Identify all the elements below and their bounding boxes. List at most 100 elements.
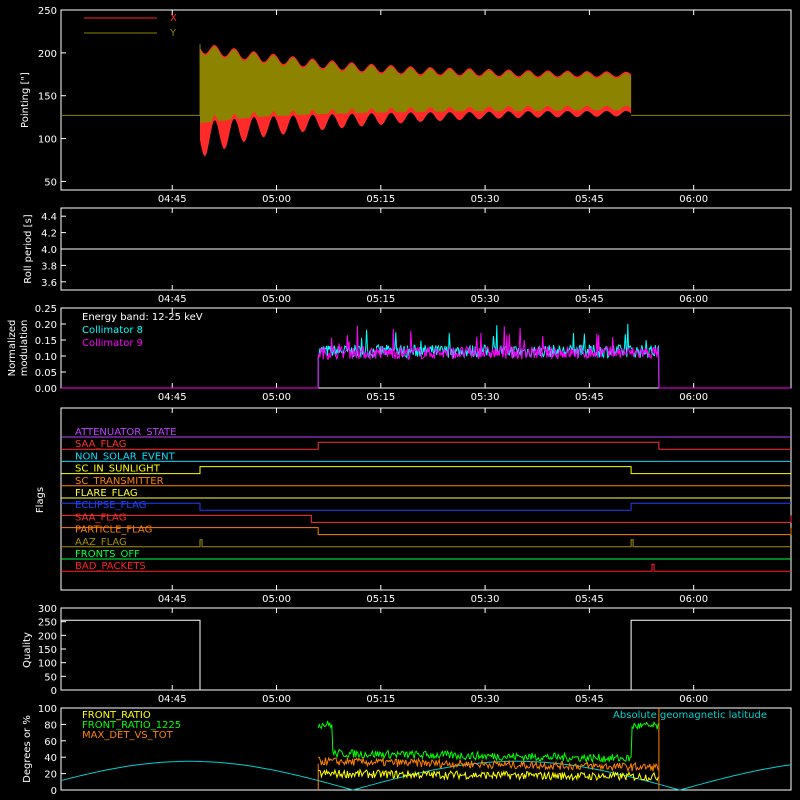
y-tick-label: 3.6 [41,278,57,289]
y-tick-label: 4.0 [41,245,57,256]
quality-y-ticks: 0 50 100 150 200 250 300 [38,604,66,697]
x-tick-label: 05:00 [262,294,291,305]
y-tick-label: 200 [38,49,57,60]
y-tick-label: 80 [44,720,57,731]
y-tick-label: 4.2 [41,229,57,240]
y-tick-label: 0.15 [35,336,57,347]
flags-panel: Flags 04:45 05:00 05:15 05:30 05:45 06:00 ATT… [35,407,792,605]
ratios-plot-frame [60,707,792,791]
y-tick-label: 250 [38,6,57,17]
y-tick-label: 100 [38,135,57,146]
flags-x-ticks: 04:45 05:00 05:15 05:30 05:45 06:00 [158,408,708,605]
x-tick-label: 04:45 [158,594,187,605]
geomagnetic-latitude-line [60,760,792,791]
flag-label: FRONTS_OFF [75,549,140,560]
y-tick-label: 0 [51,786,57,797]
pointing-x-ticks: 04:45 05:00 05:15 05:30 05:45 06:00 [158,10,708,205]
y-tick-label: 50 [44,672,57,683]
y-tick-label: 4.4 [41,212,57,223]
y-tick-label: 0.00 [35,384,57,395]
flag-label: ATTENUATOR_STATE [75,427,176,438]
roll-y-ticks: 3.6 3.8 4.0 4.2 4.4 [41,212,66,289]
quality-ylabel: Quality [22,632,33,668]
modulation-series-9 [61,325,791,389]
pointing-data [61,44,791,157]
flag-label: AAZ_FLAG [75,537,127,548]
quality-panel: Quality 0 50 100 150 200 250 300 04:45 05:00 05:… [22,604,792,705]
x-tick-label: 06:00 [679,194,708,205]
flags-ylabel: Flags [35,487,46,513]
flag-line [61,539,791,548]
ratio-series-line [317,756,659,773]
x-tick-label: 06:00 [679,294,708,305]
pointing-legend: X Y [84,13,177,39]
x-tick-label: 05:45 [575,594,604,605]
quality-line [61,619,791,691]
ratios-ylabel: Degrees or % [22,715,33,783]
x-tick-label: 05:00 [262,694,291,705]
legend-y-label: Y [169,28,177,39]
flag-label: SAA_FLAG [75,439,126,450]
y-tick-label: 150 [38,645,57,656]
flag-line [61,563,791,572]
pointing-y-envelope [200,46,632,124]
flag-line [61,527,792,536]
modulation-ylabel-line2: modulation [19,320,30,377]
x-tick-label: 04:45 [158,694,187,705]
modulation-ylabel-line1: Normalized [7,320,18,377]
y-tick-label: 300 [38,604,57,615]
y-tick-label: 3.8 [41,261,57,272]
flag-label: BAD_PACKETS [75,561,146,572]
roll-ylabel: Roll period [s] [23,214,34,283]
y-tick-label: 0.25 [35,304,57,315]
y-tick-label: 50 [44,177,57,188]
ratios-panel: Degrees or % 0 20 40 60 80 100 FRONT_RATIO FR… [22,704,792,797]
ratios-data [60,708,792,791]
x-tick-label: 05:45 [575,194,604,205]
y-tick-label: 100 [38,704,57,715]
y-tick-label: 20 [44,770,57,781]
x-tick-label: 05:30 [471,594,500,605]
x-tick-label: 05:30 [471,392,500,403]
flag-label: SC_TRANSMITTER [75,476,164,487]
x-tick-label: 05:15 [366,194,395,205]
x-tick-label: 05:30 [471,294,500,305]
legend-collimator9: Collimator 9 [82,338,143,349]
pointing-panel: Pointing ["] 50 100 150 200 250 04:45 05:00 05… [20,6,792,205]
y-tick-label: 100 [38,659,57,670]
y-tick-label: 150 [38,92,57,103]
y-tick-label: 40 [44,753,57,764]
flag-label: SC_IN_SUNLIGHT [75,464,161,475]
flag-label: PARTICLE_FLAG [75,525,152,536]
modulation-data [61,323,791,389]
y-tick-label: 0.20 [35,320,57,331]
flag-line [61,514,792,523]
legend-front-ratio-1225: FRONT_RATIO_1225 [82,720,181,731]
y-tick-label: 250 [38,618,57,629]
y-tick-label: 0.05 [35,368,57,379]
roll-panel: Roll period [s] 3.6 3.8 4.0 4.2 4.4 04:45 05:… [23,207,792,305]
ratio-series-line [317,720,659,764]
flags-plot-frame [60,407,792,591]
x-tick-label: 05:15 [366,594,395,605]
ratios-y-ticks: 0 20 40 60 80 100 [38,704,66,797]
x-tick-label: 05:30 [471,194,500,205]
x-tick-label: 06:00 [679,694,708,705]
x-tick-label: 04:45 [158,294,187,305]
flag-line [61,502,791,511]
quality-x-ticks: 04:45 05:00 05:15 05:30 05:45 06:00 [158,608,708,705]
x-tick-label: 05:15 [366,694,395,705]
x-tick-label: 04:45 [158,392,187,403]
x-tick-label: 05:00 [262,194,291,205]
legend-max-det-vs-tot: MAX_DET_VS_TOT [82,730,174,741]
flag-label: ECLIPSE_FLAG [75,500,146,511]
legend-front-ratio: FRONT_RATIO [82,710,151,721]
x-tick-label: 05:45 [575,694,604,705]
y-tick-label: 0.10 [35,352,57,363]
y-tick-label: 200 [38,631,57,642]
modulation-x-ticks: 04:45 05:00 05:15 05:30 05:45 06:00 [158,308,708,403]
x-tick-label: 06:00 [679,392,708,403]
x-tick-label: 05:15 [366,392,395,403]
y-tick-label: 0 [51,686,57,697]
